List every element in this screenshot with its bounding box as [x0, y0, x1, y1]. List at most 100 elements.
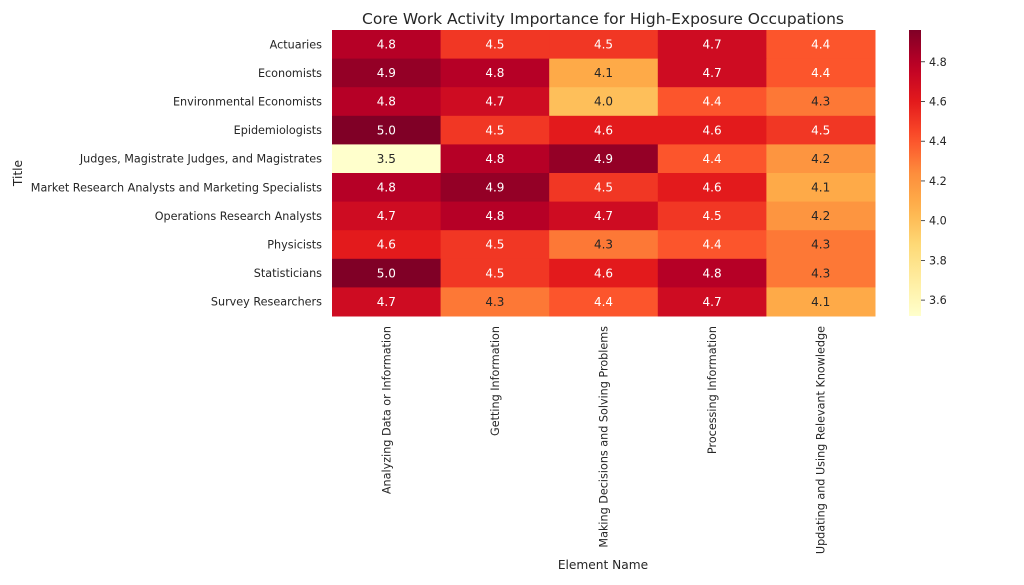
- heatmap-cell: [332, 230, 442, 260]
- y-tick-label: Operations Research Analysts: [155, 210, 322, 223]
- cell-value-label: 4.9: [377, 66, 396, 80]
- heatmap-cell: [657, 58, 767, 88]
- colorbar-tick-label: 4.8: [929, 56, 947, 69]
- heatmap-cell: [332, 173, 442, 203]
- y-tick-label: Judges, Magistrate Judges, and Magistrat…: [79, 153, 322, 166]
- heatmap-cell: [766, 87, 876, 117]
- cell-value-label: 4.4: [811, 38, 830, 52]
- heatmap-cell: [440, 258, 550, 288]
- cell-value-label: 4.7: [377, 209, 396, 223]
- colorbar-gradient: [909, 30, 921, 316]
- heatmap-cell: [766, 230, 876, 260]
- heatmap-cell: [549, 287, 659, 317]
- cell-value-label: 4.1: [811, 181, 830, 195]
- heatmap-cell: [549, 173, 659, 203]
- x-axis-label: Element Name: [558, 558, 648, 572]
- heatmap-cell: [440, 201, 550, 231]
- cell-value-label: 4.8: [703, 266, 722, 280]
- cell-value-label: 4.8: [377, 95, 396, 109]
- heatmap-cell: [440, 173, 550, 203]
- y-tick-label: Environmental Economists: [173, 96, 322, 109]
- colorbar-tick-label: 4.0: [929, 215, 947, 228]
- heatmap-cell: [766, 258, 876, 288]
- y-tick-label: Actuaries: [270, 38, 323, 51]
- cell-value-label: 4.2: [811, 209, 830, 223]
- cell-value-label: 4.1: [594, 66, 613, 80]
- heatmap-cell: [549, 258, 659, 288]
- x-tick-label: Making Decisions and Solving Problems: [598, 326, 611, 548]
- cell-value-label: 4.5: [485, 38, 504, 52]
- colorbar-tick-label: 3.6: [929, 294, 947, 307]
- cell-value-label: 4.6: [594, 266, 613, 280]
- heatmap-cell: [766, 201, 876, 231]
- heatmap-cell: [657, 87, 767, 117]
- heatmap-cell: [440, 144, 550, 174]
- cell-value-label: 4.6: [594, 123, 613, 137]
- heatmap-cell: [440, 87, 550, 117]
- cell-value-label: 4.5: [594, 38, 613, 52]
- heatmap-cell: [657, 30, 767, 60]
- heatmap-cell: [332, 58, 442, 88]
- cell-value-label: 4.7: [377, 295, 396, 309]
- cell-value-label: 4.7: [485, 95, 504, 109]
- colorbar-tick-label: 3.8: [929, 254, 947, 267]
- cell-value-label: 4.9: [594, 152, 613, 166]
- chart-title: Core Work Activity Importance for High-E…: [362, 10, 844, 28]
- y-tick-label: Epidemiologists: [234, 124, 322, 137]
- cell-value-label: 4.8: [485, 152, 504, 166]
- x-tick-label: Processing Information: [706, 326, 719, 454]
- cell-value-label: 4.5: [485, 238, 504, 252]
- cell-value-label: 4.2: [811, 152, 830, 166]
- heatmap-cell: [766, 287, 876, 317]
- y-tick-label: Economists: [258, 67, 322, 80]
- cell-value-label: 5.0: [377, 266, 396, 280]
- cell-value-label: 4.3: [811, 238, 830, 252]
- cell-value-label: 4.9: [485, 181, 504, 195]
- y-tick-label: Market Research Analysts and Marketing S…: [31, 181, 322, 194]
- colorbar-tick-label: 4.2: [929, 175, 947, 188]
- cell-value-label: 4.8: [485, 209, 504, 223]
- y-axis-label: Title: [11, 160, 25, 187]
- cell-value-label: 4.5: [811, 123, 830, 137]
- cell-value-label: 4.8: [377, 38, 396, 52]
- cell-value-label: 4.3: [811, 95, 830, 109]
- heatmap-cell: [657, 230, 767, 260]
- heatmap-cell: [549, 30, 659, 60]
- heatmap-cell: [332, 87, 442, 117]
- heatmap-cells: 4.8 4.5 4.5 4.7 4.4 4.9 4.8 4.1 4.7 4.4 4.8 4.7 4.0 4…: [332, 30, 876, 317]
- heatmap-cell: [332, 201, 442, 231]
- heatmap-cell: [549, 115, 659, 145]
- cell-value-label: 4.3: [594, 238, 613, 252]
- heatmap-cell: [332, 144, 442, 174]
- cell-value-label: 4.0: [594, 95, 613, 109]
- colorbar-tick-label: 4.4: [929, 135, 947, 148]
- cell-value-label: 4.4: [594, 295, 613, 309]
- heatmap-cell: [657, 258, 767, 288]
- heatmap-cell: [332, 258, 442, 288]
- heatmap-cell: [440, 115, 550, 145]
- heatmap-cell: [657, 144, 767, 174]
- cell-value-label: 4.8: [485, 66, 504, 80]
- heatmap-cell: [440, 230, 550, 260]
- cell-value-label: 4.4: [703, 95, 722, 109]
- heatmap-cell: [766, 30, 876, 60]
- heatmap-cell: [440, 58, 550, 88]
- x-tick-labels: Analyzing Data or Information Getting Inf…: [380, 326, 827, 554]
- cell-value-label: 4.7: [703, 295, 722, 309]
- cell-value-label: 4.8: [377, 181, 396, 195]
- cell-value-label: 4.3: [485, 295, 504, 309]
- colorbar: 3.6 3.8 4.0 4.2 4.4 4.6 4.8: [909, 30, 947, 316]
- heatmap-cell: [549, 58, 659, 88]
- heatmap-cell: [766, 58, 876, 88]
- heatmap-cell: [440, 287, 550, 317]
- heatmap-cell: [766, 144, 876, 174]
- cell-value-label: 4.6: [703, 181, 722, 195]
- heatmap-cell: [332, 115, 442, 145]
- y-tick-label: Survey Researchers: [211, 296, 322, 309]
- heatmap-cell: [549, 87, 659, 117]
- cell-value-label: 3.5: [377, 152, 396, 166]
- cell-value-label: 4.7: [594, 209, 613, 223]
- cell-value-label: 4.5: [594, 181, 613, 195]
- x-tick-label: Updating and Using Relevant Knowledge: [815, 326, 828, 554]
